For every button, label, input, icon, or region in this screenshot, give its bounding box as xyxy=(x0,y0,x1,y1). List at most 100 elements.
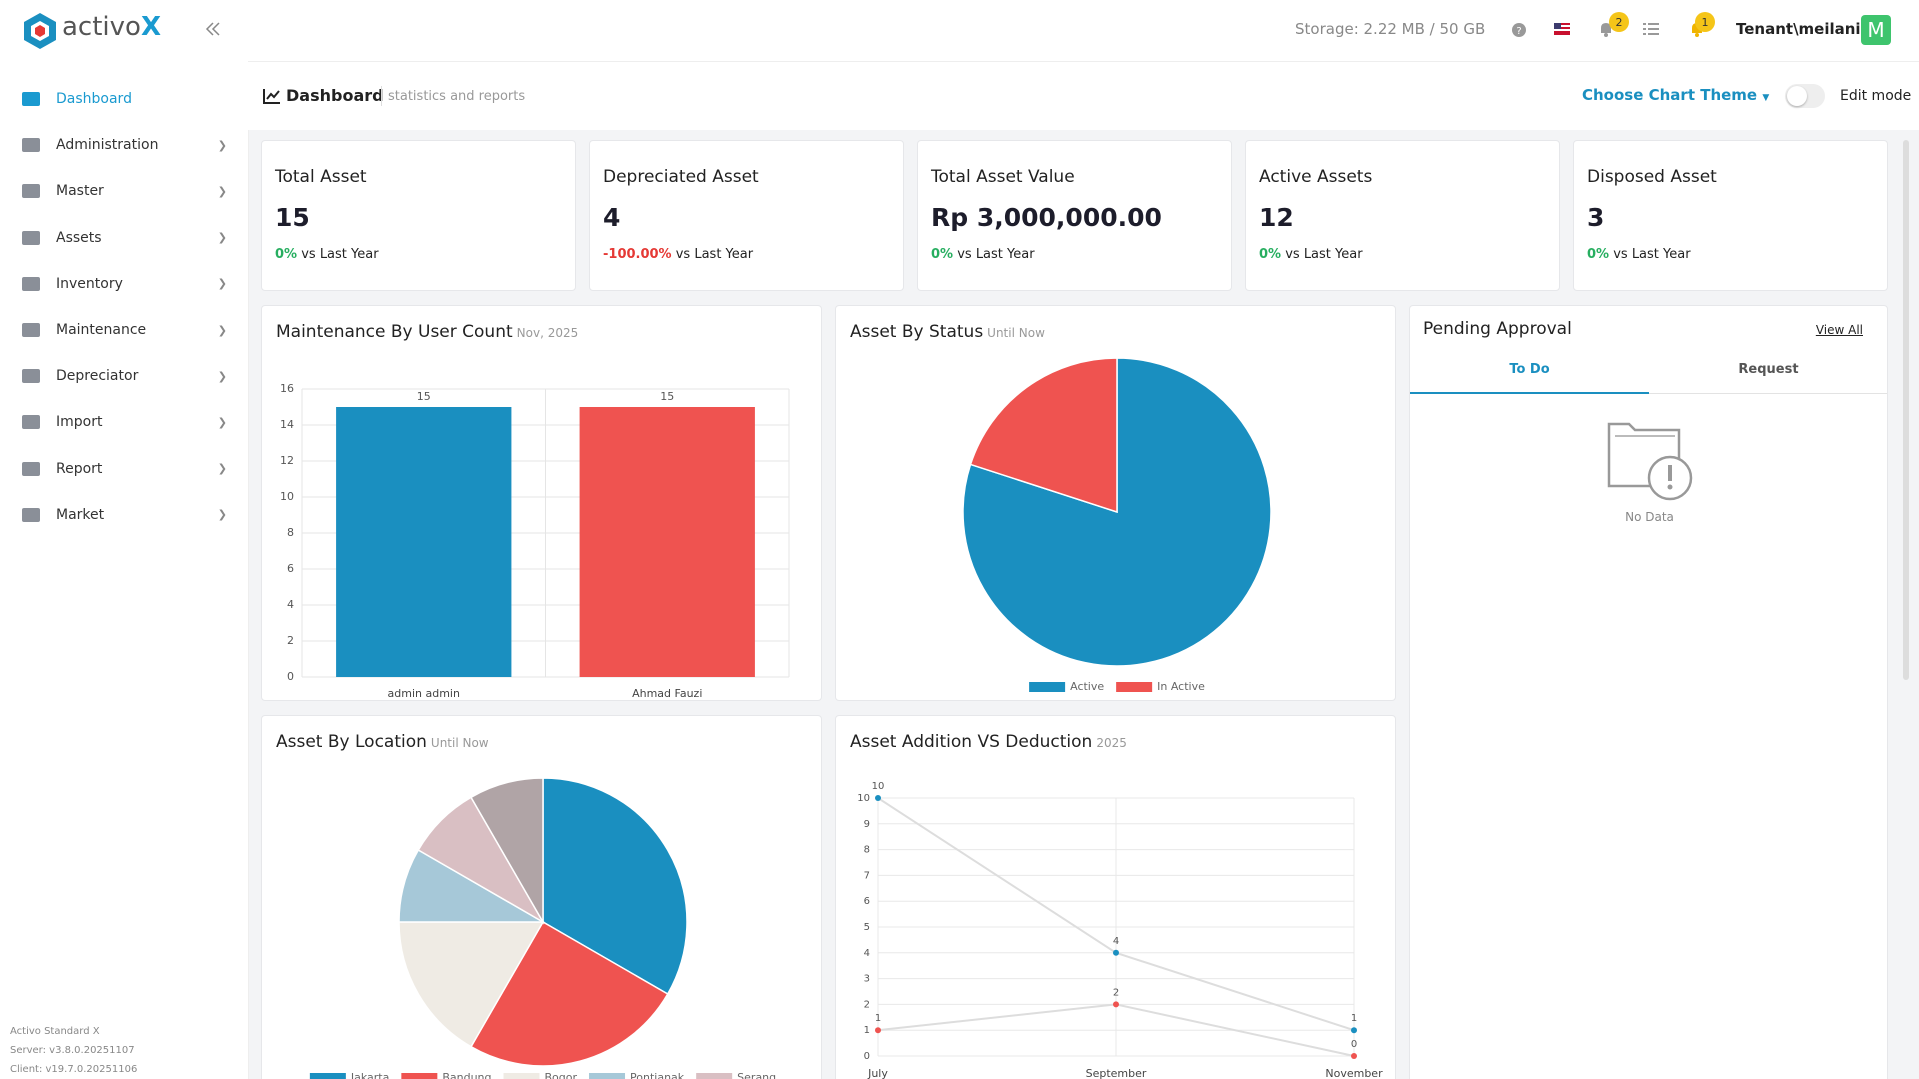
empty-icon xyxy=(1607,422,1693,501)
y-tick-label: 10 xyxy=(280,490,294,503)
version-line: Client: v19.7.0.20251106 xyxy=(10,1064,138,1075)
bar xyxy=(336,407,512,677)
y-tick-label: 12 xyxy=(280,454,294,467)
kpi-change: 0% vs Last Year xyxy=(275,247,379,262)
value-label: 15 xyxy=(660,390,674,403)
chart-theme-button[interactable]: Choose Chart Theme ▼ xyxy=(1582,86,1770,104)
chart-title-text: Asset Addition VS Deduction xyxy=(850,732,1093,752)
y-tick-label: 7 xyxy=(864,870,870,881)
nav-label: Import xyxy=(56,414,103,431)
chart-card: Maintenance By User Count Nov, 2025 0 2 4 6 8 1… xyxy=(261,305,822,701)
tab-request[interactable]: Request xyxy=(1738,362,1799,377)
chart-svg: Active In Active xyxy=(962,357,1272,693)
point xyxy=(1113,949,1119,956)
nav-item[interactable]: Administration ❯ xyxy=(22,127,227,163)
kpi-title: Disposed Asset xyxy=(1587,167,1717,187)
nav-chevron: ❯ xyxy=(217,369,227,383)
nav-icon xyxy=(22,138,40,153)
legend-swatch xyxy=(503,1073,540,1079)
chart-title-text: Maintenance By User Count xyxy=(276,322,513,342)
tab-todo[interactable]: To Do xyxy=(1509,362,1550,377)
edit-mode-toggle[interactable] xyxy=(1785,84,1825,108)
notification-icon[interactable] xyxy=(1598,20,1614,38)
legend-label: Active xyxy=(1070,680,1104,693)
nav-label: Maintenance xyxy=(56,322,147,338)
kpi-compare: vs Last Year xyxy=(957,247,1035,262)
kpi-card: Depreciated Asset 4 -100.00% vs Last Year xyxy=(589,140,904,291)
chart-subtitle: Until Now xyxy=(987,326,1045,340)
chart-title: Maintenance By User Count Nov, 2025 xyxy=(276,322,578,342)
nav-item[interactable]: Report ❯ xyxy=(22,451,227,487)
nav-chevron: ❯ xyxy=(217,138,227,152)
pie-slice xyxy=(542,777,688,996)
view-all-link[interactable]: View All xyxy=(1815,323,1863,337)
kpi-change: 0% vs Last Year xyxy=(931,247,1035,262)
kpi-change-pct: 0% xyxy=(275,247,298,262)
chart-card: Asset Addition VS Deduction 2025 0 1 2 3 4 5 6 7 8… xyxy=(835,715,1396,1079)
scrollbar[interactable] xyxy=(1903,140,1909,680)
kpi-title: Total Asset Value xyxy=(931,167,1075,187)
value-label: 15 xyxy=(417,390,431,403)
nav-icon xyxy=(22,276,40,291)
pie-slice xyxy=(469,920,669,1067)
legend-swatch xyxy=(1029,682,1066,692)
kpi-change: 0% vs Last Year xyxy=(1587,247,1691,262)
help-icon[interactable]: ? xyxy=(1511,22,1527,38)
x-tick-label: admin admin xyxy=(388,687,460,700)
alert-badge: 1 xyxy=(1695,12,1715,32)
nav-icon xyxy=(22,507,40,522)
nav-label: Master xyxy=(56,183,104,200)
page-header: Dashboard statistics and reports Choose … xyxy=(248,62,1919,130)
nav-item[interactable]: Market ❯ xyxy=(22,497,227,533)
collapse-button[interactable] xyxy=(205,20,221,38)
value-label: 1 xyxy=(875,1013,881,1024)
y-tick-label: 16 xyxy=(280,382,294,395)
chart-title: Asset Addition VS Deduction 2025 xyxy=(850,732,1127,752)
legend-label: Jakarta xyxy=(350,1071,389,1079)
point xyxy=(875,1027,881,1034)
bar xyxy=(579,407,755,677)
nav-item[interactable]: Import ❯ xyxy=(22,404,227,440)
language-flag[interactable] xyxy=(1554,23,1570,35)
pie-slice xyxy=(969,357,1118,514)
logo-icon xyxy=(24,13,56,49)
kpi-title: Total Asset xyxy=(275,167,367,187)
user-avatar[interactable]: M xyxy=(1861,15,1891,45)
svg-text:?: ? xyxy=(1516,26,1521,37)
kpi-compare: vs Last Year xyxy=(301,247,379,262)
sidebar: activoX Dashboard Administration ❯ Master ❯ A… xyxy=(0,0,249,1079)
pie-slice xyxy=(398,921,545,1048)
point xyxy=(1351,1053,1357,1059)
nav-item[interactable]: Depreciator ❯ xyxy=(22,358,227,394)
y-tick-label: 9 xyxy=(864,819,870,830)
chart-subtitle: Until Now xyxy=(430,736,489,750)
legend-label: Pontianak xyxy=(630,1071,685,1079)
y-tick-label: 4 xyxy=(287,598,294,611)
nav-label: Assets xyxy=(56,229,102,246)
dashboard-icon xyxy=(263,89,280,104)
notification-badge: 2 xyxy=(1609,12,1629,32)
legend: Jakarta Bandung Bogor Pontianak Serang xyxy=(309,1071,776,1079)
page-subtitle: statistics and reports xyxy=(388,89,526,104)
nav-item[interactable]: Assets ❯ xyxy=(22,220,227,256)
nav-item[interactable]: Maintenance ❯ xyxy=(22,312,227,348)
y-tick-label: 10 xyxy=(857,793,870,804)
nav-item[interactable]: Dashboard xyxy=(22,81,227,117)
kpi-value: 12 xyxy=(1259,203,1294,232)
legend-swatch xyxy=(1116,682,1153,692)
user-name[interactable]: Tenant\meilani xyxy=(1736,20,1861,38)
nav-icon xyxy=(22,184,40,199)
kpi-change: 0% vs Last Year xyxy=(1259,247,1363,262)
kpi-value: Rp 3,000,000.00 xyxy=(931,203,1162,232)
chart-title: Asset By Status Until Now xyxy=(850,322,1045,342)
legend-swatch xyxy=(589,1073,626,1079)
nav-item[interactable]: Inventory ❯ xyxy=(22,266,227,302)
legend-swatch xyxy=(696,1073,733,1079)
nav-item[interactable]: Master ❯ xyxy=(22,173,227,209)
nav-icon xyxy=(22,323,40,337)
nav-icon xyxy=(22,230,40,245)
pending-approval-panel: Pending Approval View All To Do Request … xyxy=(1409,305,1888,1079)
task-list-icon[interactable] xyxy=(1643,22,1659,36)
chart-subtitle: Nov, 2025 xyxy=(516,326,579,340)
legend-label: Bandung xyxy=(442,1071,491,1079)
